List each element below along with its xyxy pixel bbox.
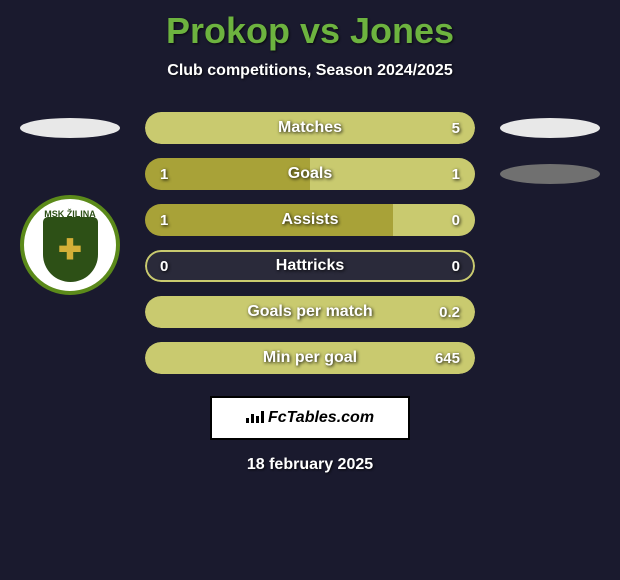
stat-label: Goals: [288, 165, 332, 183]
stat-label: Goals per match: [247, 303, 372, 321]
stat-value-right: 1: [452, 166, 460, 183]
footer-badge[interactable]: FcTables.com: [210, 396, 410, 440]
stat-value-right: 645: [435, 350, 460, 367]
stat-row-goals: 1 Goals 1: [10, 156, 610, 192]
page-subtitle: Club competitions, Season 2024/2025: [0, 62, 620, 80]
stat-label: Matches: [278, 119, 342, 137]
club-logo-text: MSK ŽILINA: [24, 209, 116, 219]
left-team-badge: [20, 118, 120, 138]
ellipse-icon: [500, 118, 600, 138]
chart-icon: [246, 409, 264, 428]
right-team-badge: [500, 164, 600, 184]
club-logo-left: MSK ŽILINA ✚: [20, 195, 120, 295]
stat-label: Assists: [282, 211, 339, 229]
stat-row-matches: Matches 5: [10, 110, 610, 146]
ellipse-icon: [20, 118, 120, 138]
stat-value-left: 1: [160, 166, 168, 183]
stat-value-right: 0: [452, 258, 460, 275]
stat-value-left: 1: [160, 212, 168, 229]
stat-value-right: 5: [452, 120, 460, 137]
cross-icon: ✚: [58, 233, 81, 266]
club-logo-shield: ✚: [43, 217, 98, 282]
stat-row-goals-per-match: Goals per match 0.2: [10, 294, 610, 330]
stat-value-right: 0.2: [439, 304, 460, 321]
footer-date: 18 february 2025: [0, 456, 620, 474]
stat-label: Hattricks: [276, 257, 344, 275]
page-title: Prokop vs Jones: [0, 0, 620, 52]
stat-row-min-per-goal: Min per goal 645: [10, 340, 610, 376]
footer-badge-text: FcTables.com: [268, 409, 374, 427]
bar-fill-right: [310, 158, 475, 190]
ellipse-icon: [500, 164, 600, 184]
bar-fill-left: [145, 158, 310, 190]
club-logo-circle: MSK ŽILINA ✚: [20, 195, 120, 295]
right-team-badge: [500, 118, 600, 138]
stat-label: Min per goal: [263, 349, 357, 367]
stat-value-right: 0: [452, 212, 460, 229]
stat-value-left: 0: [160, 258, 168, 275]
bar-fill-right: [393, 204, 476, 236]
bar-fill-left: [145, 204, 393, 236]
